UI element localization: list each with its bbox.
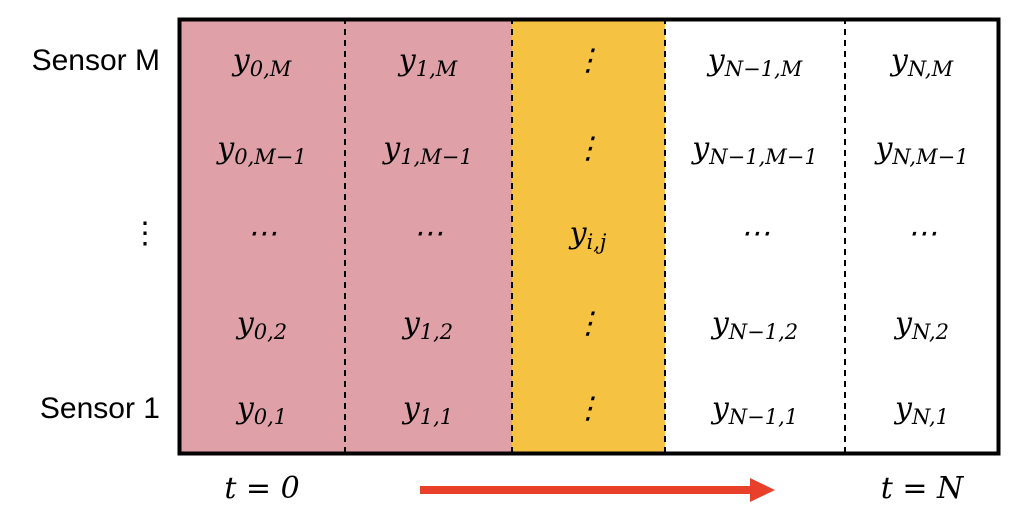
time-end: t = N [881, 471, 965, 506]
cell-base: y [690, 131, 710, 166]
ellipsis: ⋮ [573, 306, 603, 341]
current-column [512, 18, 665, 455]
cell-subscript: N,M−1 [891, 145, 968, 169]
cell-value: yN−1,1 [710, 391, 798, 429]
ellipsis: ⋮ [573, 43, 603, 78]
cell-base: y [235, 391, 255, 426]
cell-value: y0,M−1 [215, 131, 306, 169]
row-label: ⋮ [130, 217, 160, 250]
cell-subscript: 1,M−1 [400, 145, 473, 169]
cell-value: yN−1,2 [710, 306, 798, 344]
cell-value: y1,M−1 [381, 131, 472, 169]
cell-value: yi,j [568, 216, 607, 254]
ellipsis: ⋮ [573, 131, 603, 166]
cell-subscript: 0,M−1 [234, 145, 307, 169]
cell-base: y [889, 43, 909, 78]
cell-value: y0,2 [235, 306, 287, 344]
cell-value: y0,M [231, 43, 292, 81]
cell-base: y [231, 43, 251, 78]
cell-base: y [401, 391, 421, 426]
matrix-border [177, 17, 1001, 456]
cell-base: y [397, 43, 417, 78]
time-start: t = 0 [224, 471, 299, 506]
cell-subscript: N−1,M−1 [708, 145, 817, 169]
cell-base: y [381, 131, 401, 166]
ellipsis: ⋯ [247, 216, 277, 251]
cell-subscript: i,j [587, 230, 607, 254]
cell-subscript: N,2 [911, 320, 949, 344]
cell-base: y [873, 131, 893, 166]
row-label: Sensor M [32, 44, 160, 77]
cell-subscript: 0,1 [254, 405, 287, 429]
cell-base: y [568, 216, 588, 251]
cell-subscript: N−1,M [724, 57, 803, 81]
cell-value: y1,M [397, 43, 458, 81]
cell-subscript: N,1 [911, 405, 949, 429]
cell-base: y [710, 391, 730, 426]
cell-subscript: N−1,2 [728, 320, 798, 344]
row-label: Sensor 1 [40, 392, 160, 425]
cell-value: yN,1 [893, 391, 949, 429]
cell-value: y1,1 [401, 391, 453, 429]
column-dividers [344, 18, 846, 455]
cell-subscript: 1,1 [420, 405, 453, 429]
cell-base: y [706, 43, 726, 78]
cell-value: yN−1,M−1 [690, 131, 817, 169]
cell-base: y [710, 306, 730, 341]
past-column [345, 18, 512, 455]
cell-base: y [401, 306, 421, 341]
ellipsis: ⋯ [740, 216, 770, 251]
cell-subscript: N−1,1 [728, 405, 798, 429]
cell-base: y [893, 391, 913, 426]
cell-base: y [215, 131, 235, 166]
past-column [178, 18, 345, 455]
cell-value: yN−1,M [706, 43, 803, 81]
time-arrow-head [750, 478, 775, 502]
ellipsis: ⋯ [413, 216, 443, 251]
ellipsis: ⋮ [573, 391, 603, 426]
ellipsis: ⋯ [907, 216, 937, 251]
cell-subscript: 0,M [250, 57, 292, 81]
cell-subscript: 1,2 [420, 320, 453, 344]
cell-base: y [235, 306, 255, 341]
cell-value: y0,1 [235, 391, 287, 429]
cell-base: y [893, 306, 913, 341]
cell-subscript: N,M [907, 57, 954, 81]
cell-subscript: 0,2 [254, 320, 287, 344]
cell-value: yN,M [889, 43, 954, 81]
cell-subscript: 1,M [416, 57, 458, 81]
cell-value: y1,2 [401, 306, 453, 344]
cell-value: yN,2 [893, 306, 949, 344]
cell-value: yN,M−1 [873, 131, 968, 169]
